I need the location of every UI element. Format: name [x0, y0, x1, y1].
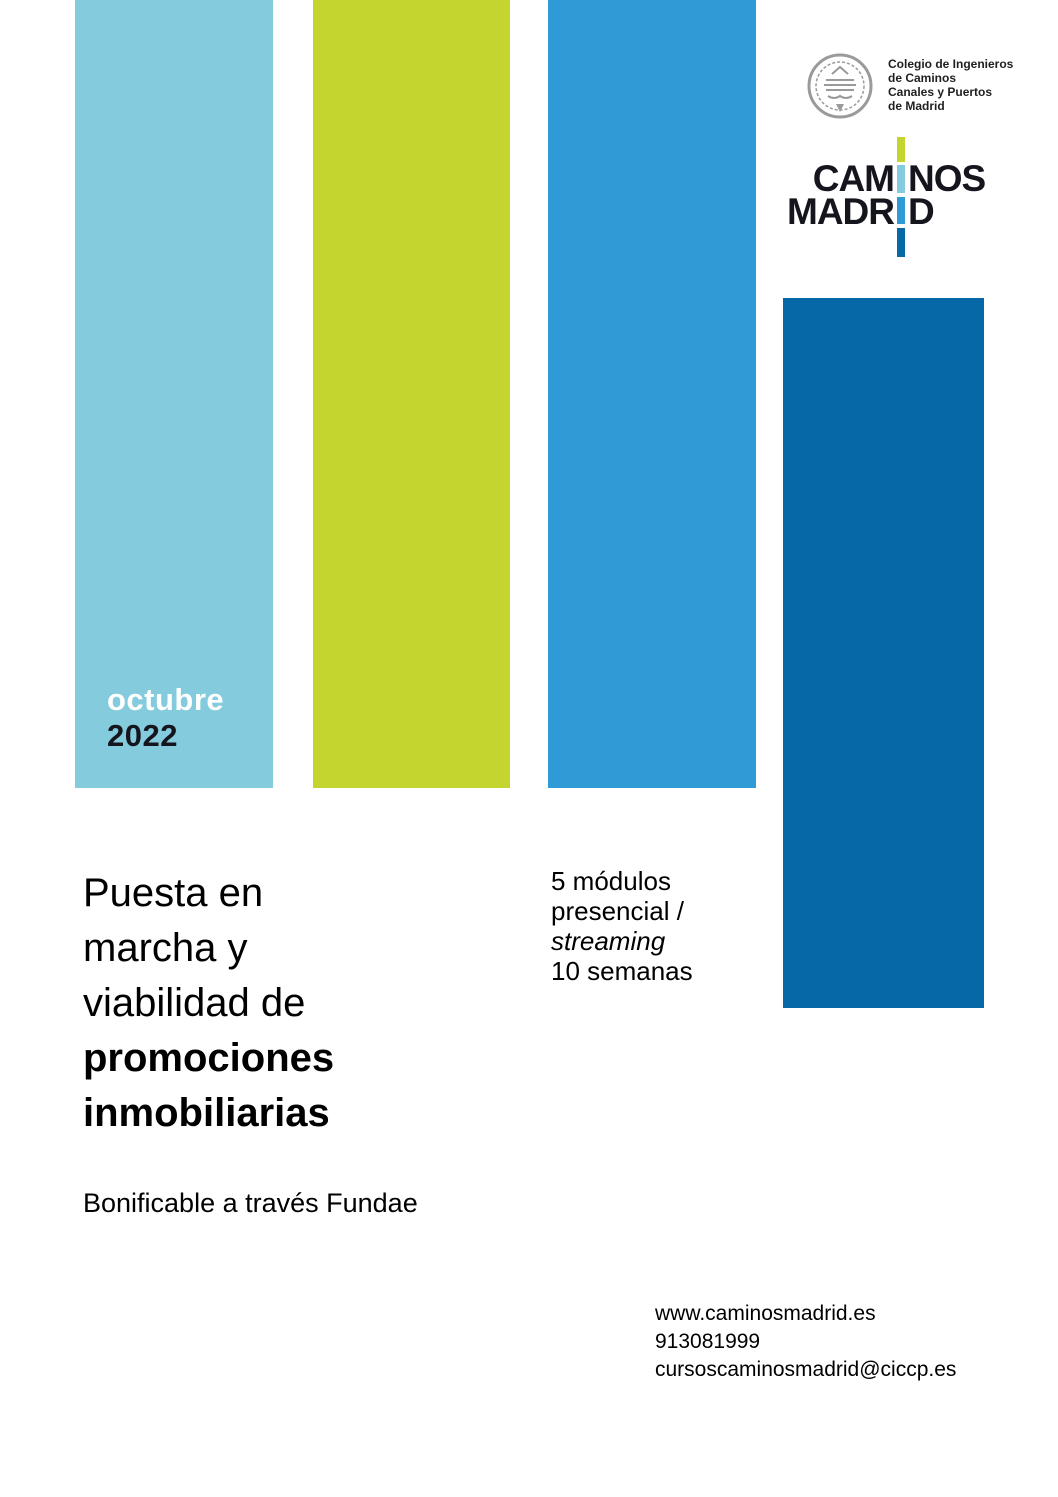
wordmark-text: CAM	[812, 158, 895, 199]
course-title: Puesta en marcha y viabilidad de promoci…	[83, 866, 334, 1141]
wordmark-bar-segment-dark-blue	[897, 228, 905, 257]
decor-bar-blue	[548, 0, 756, 788]
caminos-madrid-wordmark: CAM NOS MADR D	[780, 130, 995, 270]
course-title-line: viabilidad de	[83, 981, 306, 1025]
date-block: octubre 2022	[107, 682, 224, 754]
date-month: octubre	[107, 682, 225, 717]
contact-website: www.caminosmadrid.es	[655, 1302, 876, 1325]
course-title-line-bold: inmobiliarias	[83, 1091, 330, 1135]
wordmark-text: MADR	[787, 191, 895, 232]
course-title-line: marcha y	[83, 926, 248, 970]
course-title-line: Puesta en	[83, 871, 264, 915]
wordmark-text: NOS	[908, 158, 986, 199]
wordmark-text: D	[908, 191, 935, 232]
format-line-streaming: streaming	[551, 926, 666, 956]
college-seal-icon	[806, 52, 874, 120]
format-line-delivery: presencial /	[551, 896, 684, 926]
contact-email: cursoscaminosmadrid@ciccp.es	[655, 1358, 957, 1381]
contact-phone: 913081999	[655, 1330, 761, 1353]
format-line-duration: 10 semanas	[551, 956, 693, 986]
institution-name: Colegio de Ingenieros de Caminos Canales…	[888, 57, 1013, 113]
decor-bar-dark-blue	[783, 298, 984, 1008]
course-format-details: 5 módulos presencial / streaming 10 sema…	[551, 866, 693, 986]
institution-line: Colegio de Ingenieros	[888, 57, 1014, 71]
wordmark-bar-segment-lime	[897, 137, 905, 162]
wordmark-bar-segment-blue	[897, 197, 905, 224]
course-title-line-bold: promociones	[83, 1036, 335, 1080]
format-line-modules: 5 módulos	[551, 866, 671, 896]
decor-bar-light-blue	[75, 0, 273, 788]
institution-line: Canales y Puertos	[888, 85, 993, 99]
contact-block: www.caminosmadrid.es 913081999 cursoscam…	[655, 1300, 956, 1384]
decor-bar-lime	[313, 0, 510, 788]
institution-line: de Madrid	[888, 99, 945, 113]
funding-note: Bonificable a través Fundae	[83, 1188, 418, 1218]
institution-line: de Caminos	[888, 71, 957, 85]
wordmark-bar-segment-light-blue	[897, 165, 905, 193]
date-year: 2022	[107, 718, 178, 753]
